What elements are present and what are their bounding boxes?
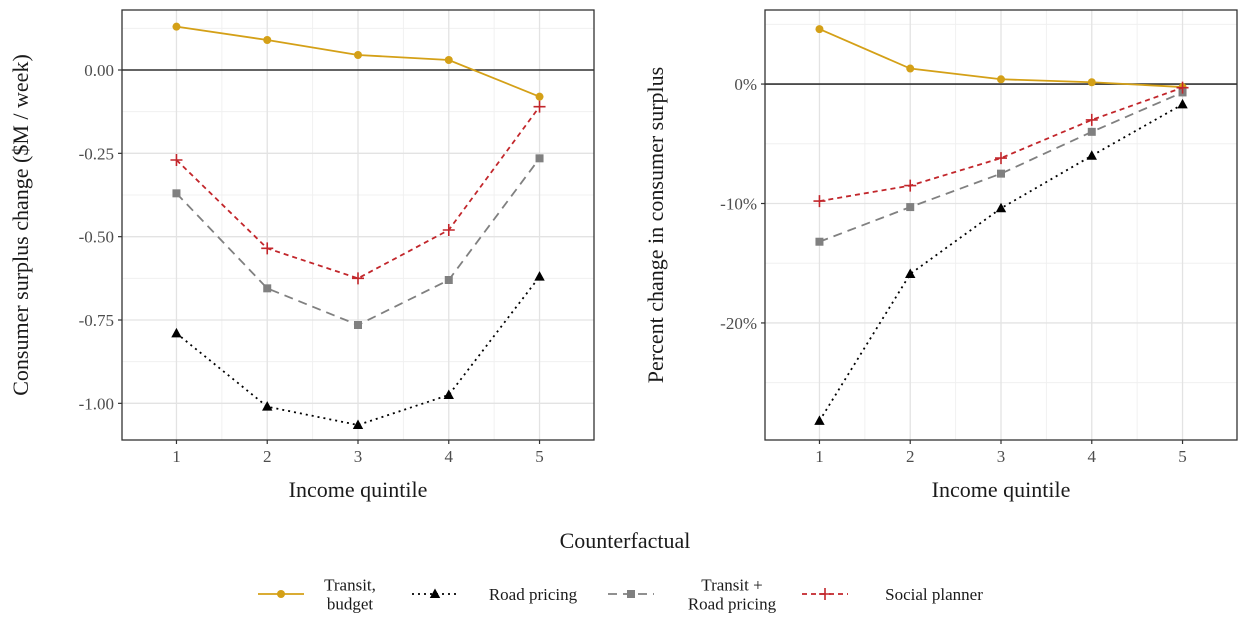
x-tick-label: 3 — [354, 447, 363, 466]
data-point — [997, 75, 1005, 84]
y-tick-label: -1.00 — [79, 394, 114, 413]
series-line-3 — [819, 91, 1183, 243]
legend-label: Transit, — [324, 576, 376, 595]
data-point — [1085, 113, 1098, 126]
data-point — [172, 189, 181, 198]
data-point — [170, 154, 183, 166]
data-point — [263, 36, 272, 44]
legend-item-1: Transit,budget — [258, 576, 376, 614]
data-point — [1177, 98, 1188, 109]
x-tick-label: 3 — [997, 447, 1006, 466]
data-point — [904, 179, 917, 192]
y-tick-label: -0.50 — [79, 228, 114, 247]
y-tick-label: -0.75 — [79, 311, 114, 330]
data-point — [443, 389, 454, 399]
legend-item-4: Social planner — [802, 585, 983, 604]
data-point — [261, 242, 274, 255]
legend-key-marker — [277, 590, 285, 598]
data-point — [354, 51, 362, 59]
data-point — [535, 154, 544, 163]
data-point — [354, 321, 362, 329]
data-point — [815, 25, 824, 34]
chart-panel-1: 0.00 -0.25 -0.50 -0.75 -1.00 1 2 3 4 5 Income quin… — [8, 9, 595, 502]
data-point — [813, 195, 826, 208]
data-point — [995, 152, 1007, 165]
legend-label: Road pricing — [688, 595, 777, 614]
x-tick-label: 4 — [1088, 447, 1097, 466]
data-point — [1176, 81, 1189, 94]
x-tick-label: 2 — [263, 447, 272, 466]
legend-label: budget — [327, 595, 374, 614]
legend: Counterfactual Transit,budget Road pricing… — [258, 528, 983, 614]
x-tick-label: 5 — [1178, 447, 1187, 466]
legend-item-3: Transit +Road pricing — [608, 576, 777, 614]
legend-label: Social planner — [885, 585, 983, 604]
legend-label: Transit + — [701, 576, 762, 595]
x-tick-label: 2 — [906, 447, 915, 466]
data-point — [533, 100, 546, 113]
data-point — [444, 276, 453, 284]
series-line-4 — [819, 86, 1183, 202]
data-point — [534, 271, 545, 281]
series-line-4 — [175, 106, 541, 280]
x-axis-title: Income quintile — [289, 477, 428, 502]
data-point — [263, 284, 272, 293]
data-point — [262, 401, 273, 411]
data-point — [814, 415, 825, 425]
data-point — [815, 237, 824, 246]
y-tick-label: 0.00 — [84, 61, 114, 80]
series-line-2 — [818, 103, 1183, 422]
x-axis-title: Income quintile — [932, 477, 1071, 502]
data-point — [906, 203, 915, 212]
legend-key-marker — [627, 590, 635, 598]
data-point — [997, 169, 1005, 178]
legend-key-marker — [819, 588, 831, 600]
x-tick-label: 1 — [815, 447, 824, 466]
data-point — [1087, 78, 1096, 87]
y-tick-label: 0% — [734, 75, 757, 94]
legend-item-2: Road pricing — [412, 585, 578, 604]
legend-title: Counterfactual — [560, 528, 691, 553]
data-point — [444, 56, 453, 64]
data-point — [535, 92, 544, 101]
data-point — [995, 202, 1007, 213]
series-line-2 — [175, 276, 541, 426]
x-tick-label: 5 — [535, 447, 544, 466]
data-point — [906, 64, 915, 73]
y-tick-label: -10% — [720, 195, 757, 214]
legend-key-marker — [429, 588, 441, 598]
x-tick-label: 4 — [445, 447, 454, 466]
data-point — [442, 224, 455, 236]
y-tick-label: -20% — [720, 314, 757, 333]
data-point — [905, 268, 916, 278]
data-point — [172, 22, 181, 31]
y-axis-title: Consumer surplus change ($M / week) — [8, 54, 33, 396]
data-point — [1087, 127, 1096, 136]
data-point — [352, 272, 364, 285]
y-tick-label: -0.25 — [79, 144, 114, 163]
chart-panel-2: 0% -10% -20% 1 2 3 4 5 Income quintile Percent ch… — [643, 9, 1238, 502]
data-point — [352, 419, 364, 429]
x-tick-label: 1 — [172, 447, 181, 466]
y-axis-title: Percent change in consumer surplus — [643, 67, 668, 383]
legend-label: Road pricing — [489, 585, 578, 604]
data-point — [1086, 150, 1097, 160]
data-point — [171, 327, 182, 338]
